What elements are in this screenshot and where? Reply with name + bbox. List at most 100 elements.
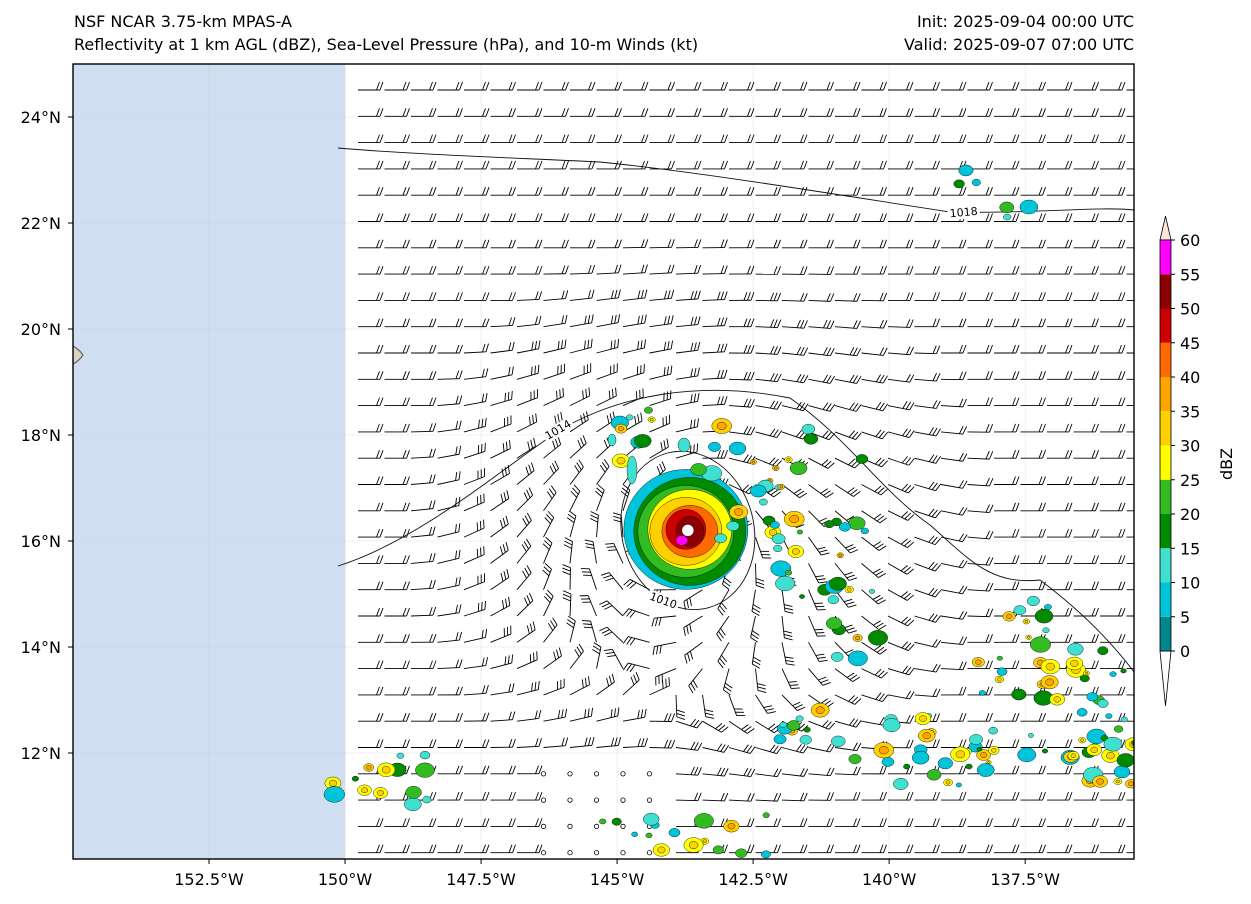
wind-barb-flag	[1038, 344, 1043, 354]
wind-barb-flag	[909, 265, 914, 275]
reflectivity-cell	[645, 832, 653, 839]
wind-barb-flag	[720, 317, 725, 326]
wind-barb-flag	[773, 818, 778, 827]
wind-barb-flag	[482, 318, 486, 327]
wind-barb-flag	[656, 645, 659, 655]
wind-barb-flag	[402, 187, 407, 196]
wind-barb	[596, 744, 619, 748]
wind-barb-flag	[614, 213, 619, 222]
wind-barb-flag	[750, 818, 755, 827]
wind-barb	[516, 299, 539, 301]
wind-barb	[861, 431, 883, 440]
wind-barb-flag	[985, 134, 990, 143]
wind-barb-flag	[1149, 266, 1152, 274]
calm-circle	[593, 771, 600, 777]
wind-barb-flag	[635, 671, 640, 681]
reflectivity-cell	[953, 179, 965, 189]
wind-barb-flag	[959, 187, 963, 196]
wind-barb	[834, 720, 857, 728]
wind-barb-flag	[777, 844, 781, 853]
wind-barb-flag	[883, 292, 888, 302]
wind-barb	[781, 799, 805, 802]
wind-barb-flag	[1091, 265, 1096, 275]
wind-barb	[781, 431, 803, 440]
wind-barb-flag	[455, 659, 460, 668]
wind-barb-flag	[614, 708, 616, 717]
wind-barb	[516, 717, 539, 722]
wind-barb-flag	[752, 660, 761, 666]
wind-barb-flag	[1095, 791, 1099, 801]
wind-barb	[649, 398, 671, 407]
wind-barb-flag	[844, 624, 853, 629]
wind-barb-flag	[542, 569, 550, 577]
wind-barb-flag	[694, 134, 698, 143]
wind-barb-flag	[376, 397, 380, 406]
reflectivity-cell	[978, 690, 986, 696]
wind-barb-flag	[705, 716, 715, 719]
wind-barb-flag	[928, 535, 935, 543]
wind-barb-flag	[856, 791, 861, 801]
wind-barb-flag	[697, 316, 701, 325]
wind-barb-flag	[773, 401, 779, 409]
wind-barb	[834, 299, 858, 302]
wind-barb-flag	[564, 339, 567, 348]
wind-barb-flag	[1042, 818, 1046, 827]
wind-barb-flag	[501, 468, 504, 478]
wind-barb-flag	[852, 431, 859, 439]
wind-barb-flag	[379, 634, 384, 643]
wind-barb-flag	[800, 319, 805, 329]
wind-barb	[437, 531, 459, 538]
wind-barb-flag	[824, 460, 832, 468]
wind-barb-flag	[1095, 502, 1099, 511]
wind-barb-flag	[935, 428, 941, 437]
wind-barb-flag	[717, 660, 724, 669]
wind-barb-flag	[777, 160, 781, 170]
wind-barb-flag	[626, 663, 632, 672]
wind-barb-flag	[458, 420, 462, 430]
reflectivity-cell	[1067, 642, 1084, 656]
wind-barb-flag	[671, 160, 675, 170]
wind-barb-flag	[641, 264, 645, 274]
wind-barb-flag	[903, 566, 911, 573]
wind-barb-flag	[588, 265, 592, 274]
wind-barb-flag	[582, 390, 584, 400]
wind-barb	[675, 747, 698, 751]
wind-barb-flag	[844, 571, 853, 576]
wind-barb-flag	[554, 415, 557, 425]
wind-barb-flag	[485, 685, 489, 694]
wind-barb-flag	[557, 413, 560, 423]
wind-barb-flag	[697, 742, 703, 751]
wind-barb-flag	[1095, 476, 1099, 485]
wind-barb	[516, 494, 533, 512]
wind-barb	[914, 484, 936, 492]
wind-barb-flag	[508, 239, 513, 248]
wind-barb-flag	[1091, 423, 1096, 433]
wind-barb	[589, 568, 597, 590]
reflectivity-cell	[677, 437, 691, 453]
wind-barb-flag	[606, 415, 610, 424]
wind-barb-flag	[800, 818, 804, 827]
wind-barb	[490, 325, 513, 328]
wind-barb	[516, 572, 532, 590]
reflectivity-cell	[1114, 725, 1124, 733]
wind-barb-flag	[750, 239, 755, 248]
wind-barb-flag	[376, 739, 380, 748]
wind-barb-flag	[770, 725, 779, 732]
wind-barb-flag	[1068, 607, 1073, 617]
reflectivity-cell	[415, 762, 435, 778]
reflectivity-cell	[1026, 595, 1040, 607]
wind-barb	[622, 322, 645, 328]
wind-barb-flag	[830, 134, 834, 143]
wind-barb-flag	[553, 651, 557, 661]
wind-barb-flag	[432, 318, 437, 327]
wind-barb-flag	[1118, 187, 1122, 196]
wind-barb-flag	[529, 416, 531, 426]
reflectivity-cell	[881, 756, 895, 767]
wind-barb-flag	[534, 681, 537, 691]
wind-barb-flag	[1121, 371, 1126, 380]
wind-barb-flag	[962, 480, 968, 489]
wind-barb-flag	[1065, 450, 1069, 459]
wind-barb-flag	[783, 604, 793, 607]
wind-barb-flag	[935, 615, 942, 623]
wind-barb-flag	[459, 370, 463, 379]
